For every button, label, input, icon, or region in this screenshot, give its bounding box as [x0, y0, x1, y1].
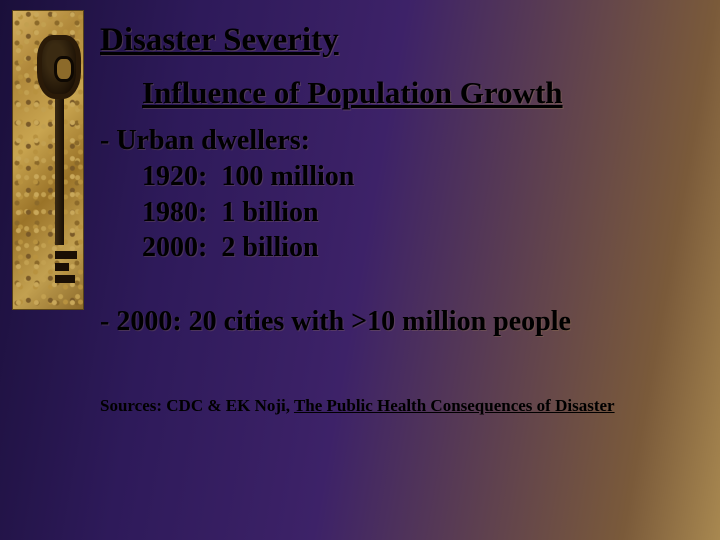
urban-row: 1920: 100 million	[142, 159, 702, 195]
slide-subtitle: Influence of Population Growth	[142, 75, 702, 111]
sources-label: Sources: CDC & EK Noji,	[100, 396, 294, 415]
value-label: 100 million	[221, 161, 354, 192]
value-label: 2 billion	[221, 232, 318, 263]
year-label: 1920:	[142, 161, 207, 192]
urban-dwellers-block: - Urban dwellers: 1920: 100 million 1980…	[100, 123, 702, 266]
slide-title: Disaster Severity	[100, 22, 702, 59]
key-icon	[37, 35, 85, 295]
year-label: 2000:	[142, 232, 207, 263]
sources-book-title: The Public Health Consequences of Disast…	[294, 396, 615, 415]
value-label: 1 billion	[221, 197, 318, 228]
urban-lead: - Urban dwellers:	[100, 123, 702, 159]
year-label: 1980:	[142, 197, 207, 228]
sources-line: Sources: CDC & EK Noji, The Public Healt…	[100, 396, 702, 416]
cities-point: - 2000: 20 cities with >10 million peopl…	[100, 306, 702, 338]
sidebar-key-image	[12, 10, 84, 310]
urban-row: 1980: 1 billion	[142, 195, 702, 231]
slide-content: Disaster Severity Influence of Populatio…	[100, 22, 702, 416]
urban-row: 2000: 2 billion	[142, 230, 702, 266]
